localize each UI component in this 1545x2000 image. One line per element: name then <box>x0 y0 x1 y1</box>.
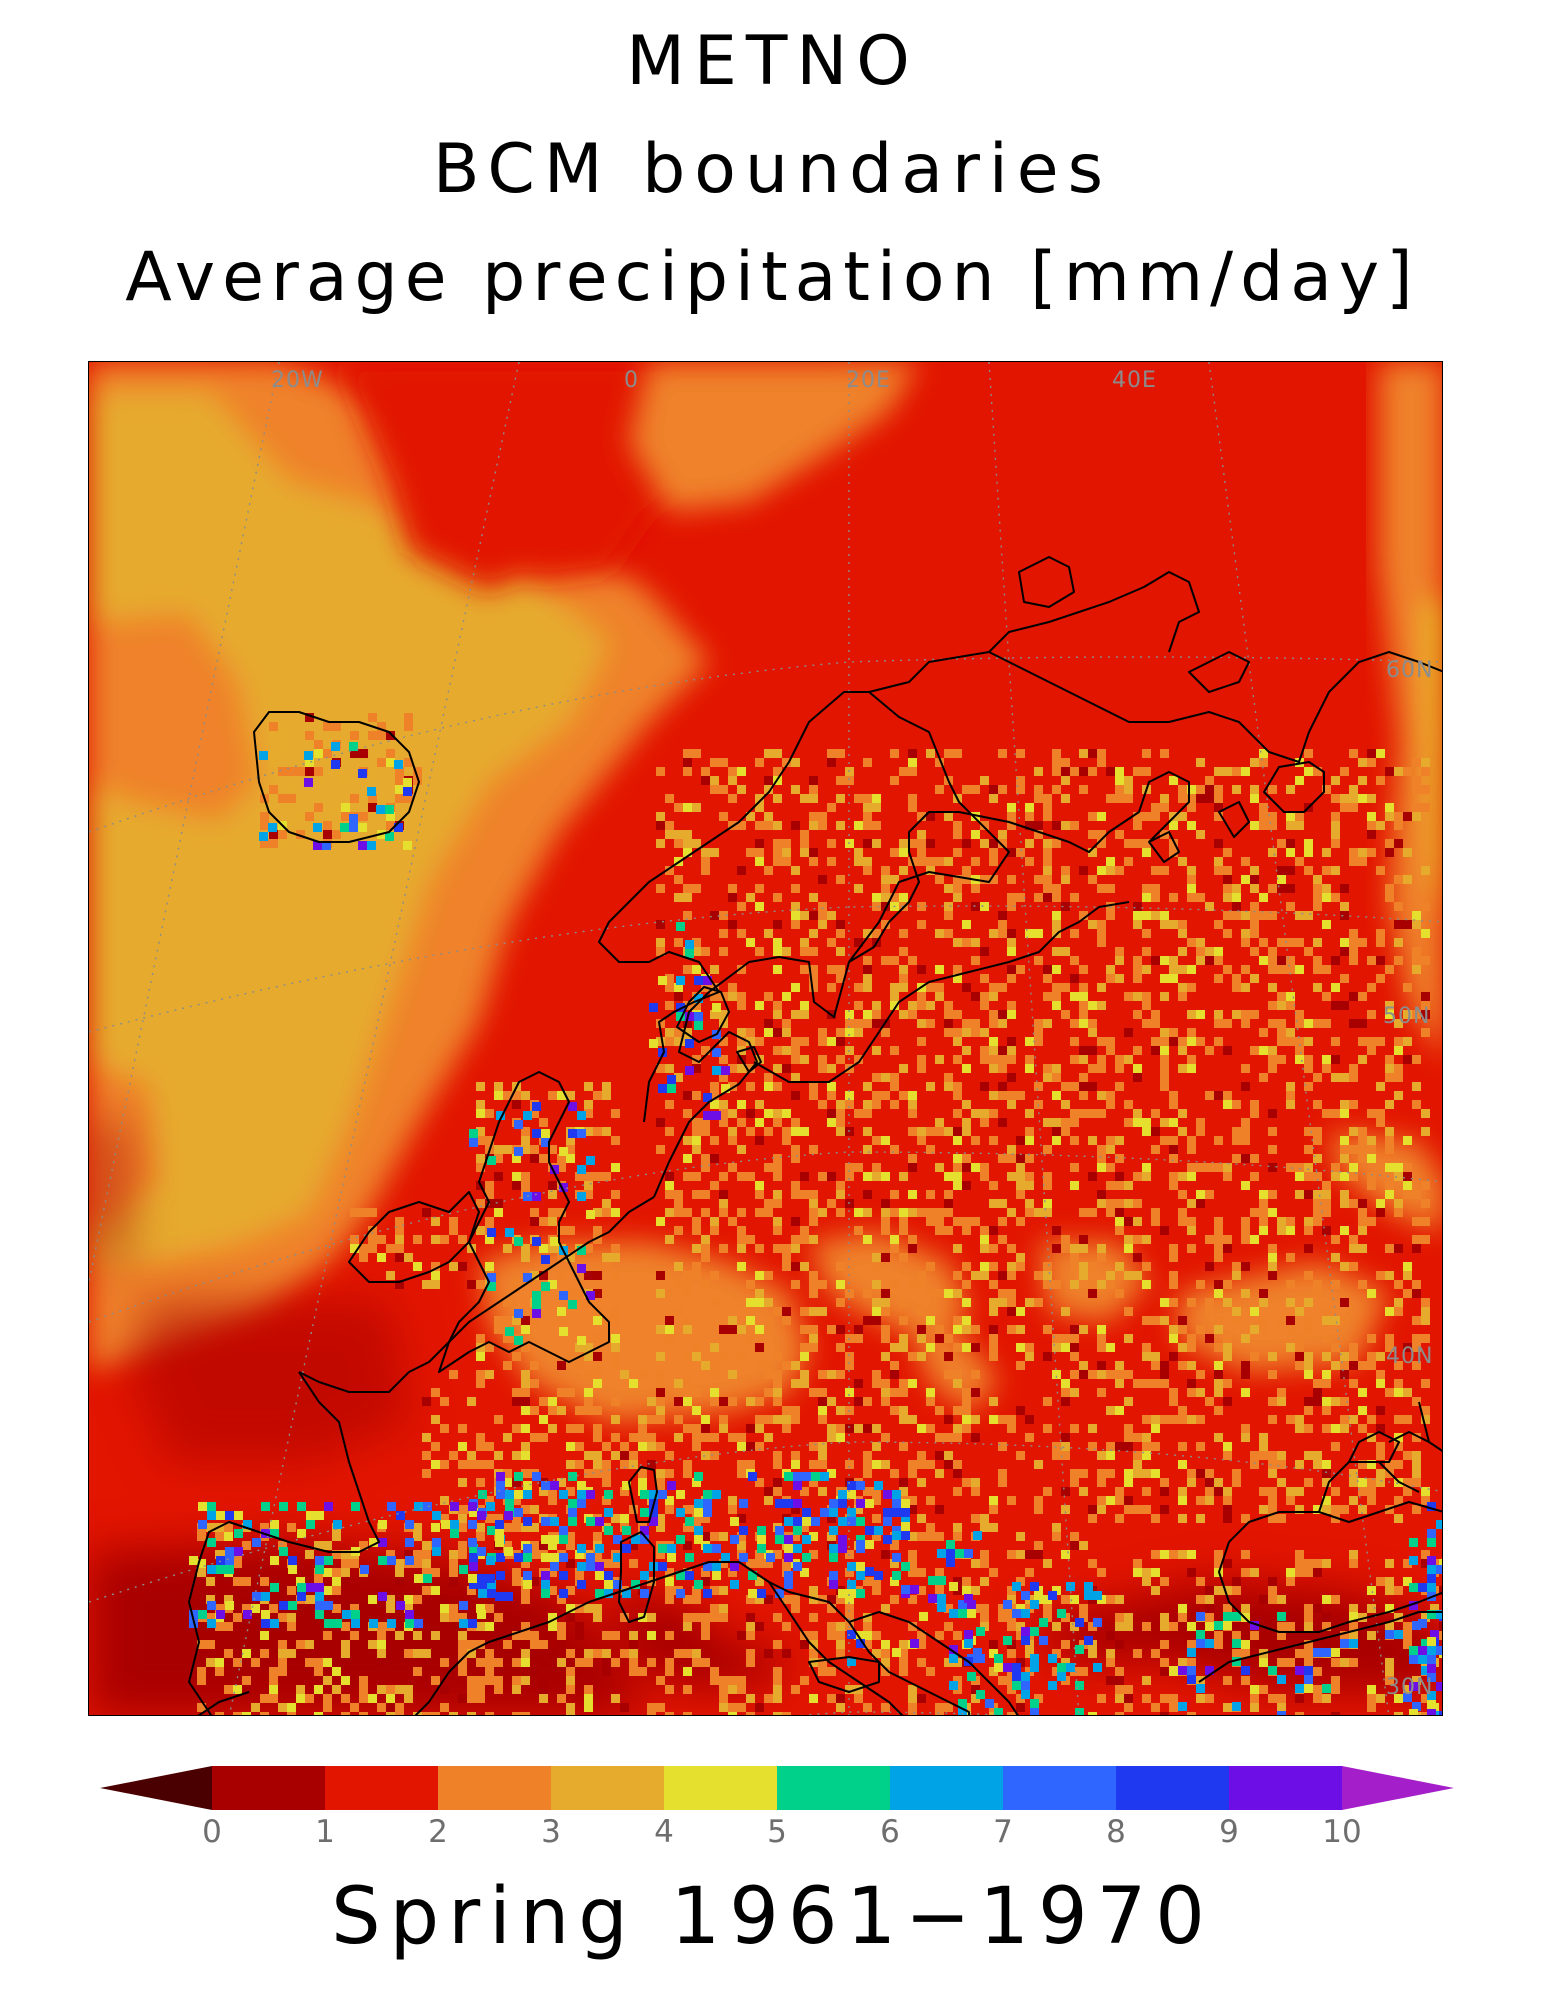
graticule <box>89 362 1442 1715</box>
colorbar-over-arrow <box>1342 1766 1454 1810</box>
colorbar-segment <box>1229 1766 1343 1810</box>
colorbar-segment <box>890 1766 1004 1810</box>
title-line-1: METNO <box>626 22 919 101</box>
colorbar-segment <box>777 1766 891 1810</box>
colorbar-tick-label: 5 <box>767 1814 787 1850</box>
colorbar-segment <box>1116 1766 1230 1810</box>
colorbar <box>100 1766 1454 1810</box>
colorbar-tick-label: 0 <box>202 1814 222 1850</box>
colorbar-tick-label: 7 <box>993 1814 1013 1850</box>
colorbar-tick-label: 9 <box>1219 1814 1239 1850</box>
colorbar-segment <box>212 1766 326 1810</box>
title-line-3: Average precipitation [mm/day] <box>125 238 1420 317</box>
graticule-label-50n: 50N <box>1383 1004 1431 1029</box>
colorbar-tick-label: 4 <box>654 1814 674 1850</box>
colorbar-segment <box>438 1766 552 1810</box>
mountain-precipitation-layer <box>189 742 1442 1715</box>
colorbar-segment <box>551 1766 665 1810</box>
graticule-label-60n: 60N <box>1386 658 1434 683</box>
colorbar-tick-label: 10 <box>1322 1814 1362 1850</box>
colorbar-tick-label: 6 <box>880 1814 900 1850</box>
graticule-label-40n: 40N <box>1386 1344 1434 1369</box>
graticule-label-40e: 40E <box>1112 368 1157 393</box>
graticule-label-20w: 20W <box>271 368 324 393</box>
graticule-label-30n: 30N <box>1386 1675 1434 1700</box>
graticule-label-20e: 20E <box>846 368 891 393</box>
colorbar-tick-label: 1 <box>315 1814 335 1850</box>
colorbar-tick-label: 2 <box>428 1814 448 1850</box>
title-line-2: BCM boundaries <box>432 130 1113 209</box>
precipitation-field <box>89 362 1442 1715</box>
nordic-sea-orange <box>629 362 919 512</box>
east-moist <box>1379 362 1442 1059</box>
colorbar-segment <box>1003 1766 1117 1810</box>
graticule-label-0: 0 <box>624 368 639 393</box>
colorbar-under-arrow <box>100 1766 212 1810</box>
colorbar-segment <box>325 1766 439 1810</box>
precipitation-map: 20W 0 20E 40E 60N 50N 40N 30N <box>88 361 1443 1716</box>
coastlines <box>188 556 1442 1715</box>
colorbar-tick-label: 8 <box>1106 1814 1126 1850</box>
period-label: Spring 1961−1970 <box>331 1872 1214 1962</box>
colorbar-segment <box>664 1766 778 1810</box>
colorbar-tick-label: 3 <box>541 1814 561 1850</box>
